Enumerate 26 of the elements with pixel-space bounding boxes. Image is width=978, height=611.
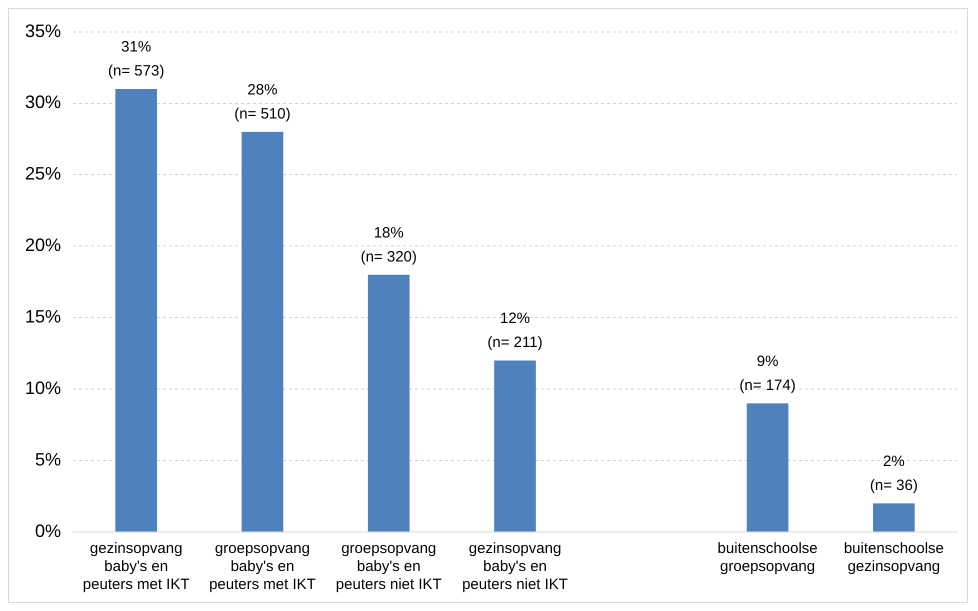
data-label: 2% (n= 36) — [870, 453, 918, 494]
data-label: 18% (n= 320) — [360, 224, 417, 266]
bar — [242, 132, 284, 532]
x-tick-label: gezinsopvang baby's en peuters niet IKT — [462, 540, 568, 594]
bar — [873, 503, 915, 532]
bar — [115, 88, 158, 532]
y-tick-label: 0% — [35, 520, 62, 541]
data-label: 28% (n= 510) — [234, 81, 291, 122]
x-tick-label: buitenschoolse gezinsopvang — [844, 540, 944, 576]
bar — [746, 403, 788, 532]
y-tick-label: 15% — [24, 306, 62, 327]
y-tick-label: 20% — [24, 235, 62, 256]
y-tick-label: 35% — [24, 20, 62, 41]
y-tick-label: 5% — [35, 450, 62, 470]
data-label: 12% (n= 211) — [487, 310, 543, 352]
y-tick-label: 10% — [24, 378, 62, 398]
x-tick-label: groepsopvang baby's en peuters met IKT — [209, 540, 316, 594]
y-tick-label: 30% — [24, 92, 62, 112]
x-tick-label: gezinsopvang baby's en peuters met IKT — [82, 540, 190, 594]
x-tick-label: groepsopvang baby's en peuters niet IKT — [336, 540, 442, 594]
data-label: 31% (n= 573) — [108, 38, 164, 80]
bar — [368, 274, 410, 532]
bar — [494, 360, 536, 532]
y-tick-label: 25% — [24, 164, 62, 184]
data-label: 9% (n= 174) — [739, 353, 796, 394]
x-tick-label: buitenschoolse groepsopvang — [718, 540, 818, 576]
